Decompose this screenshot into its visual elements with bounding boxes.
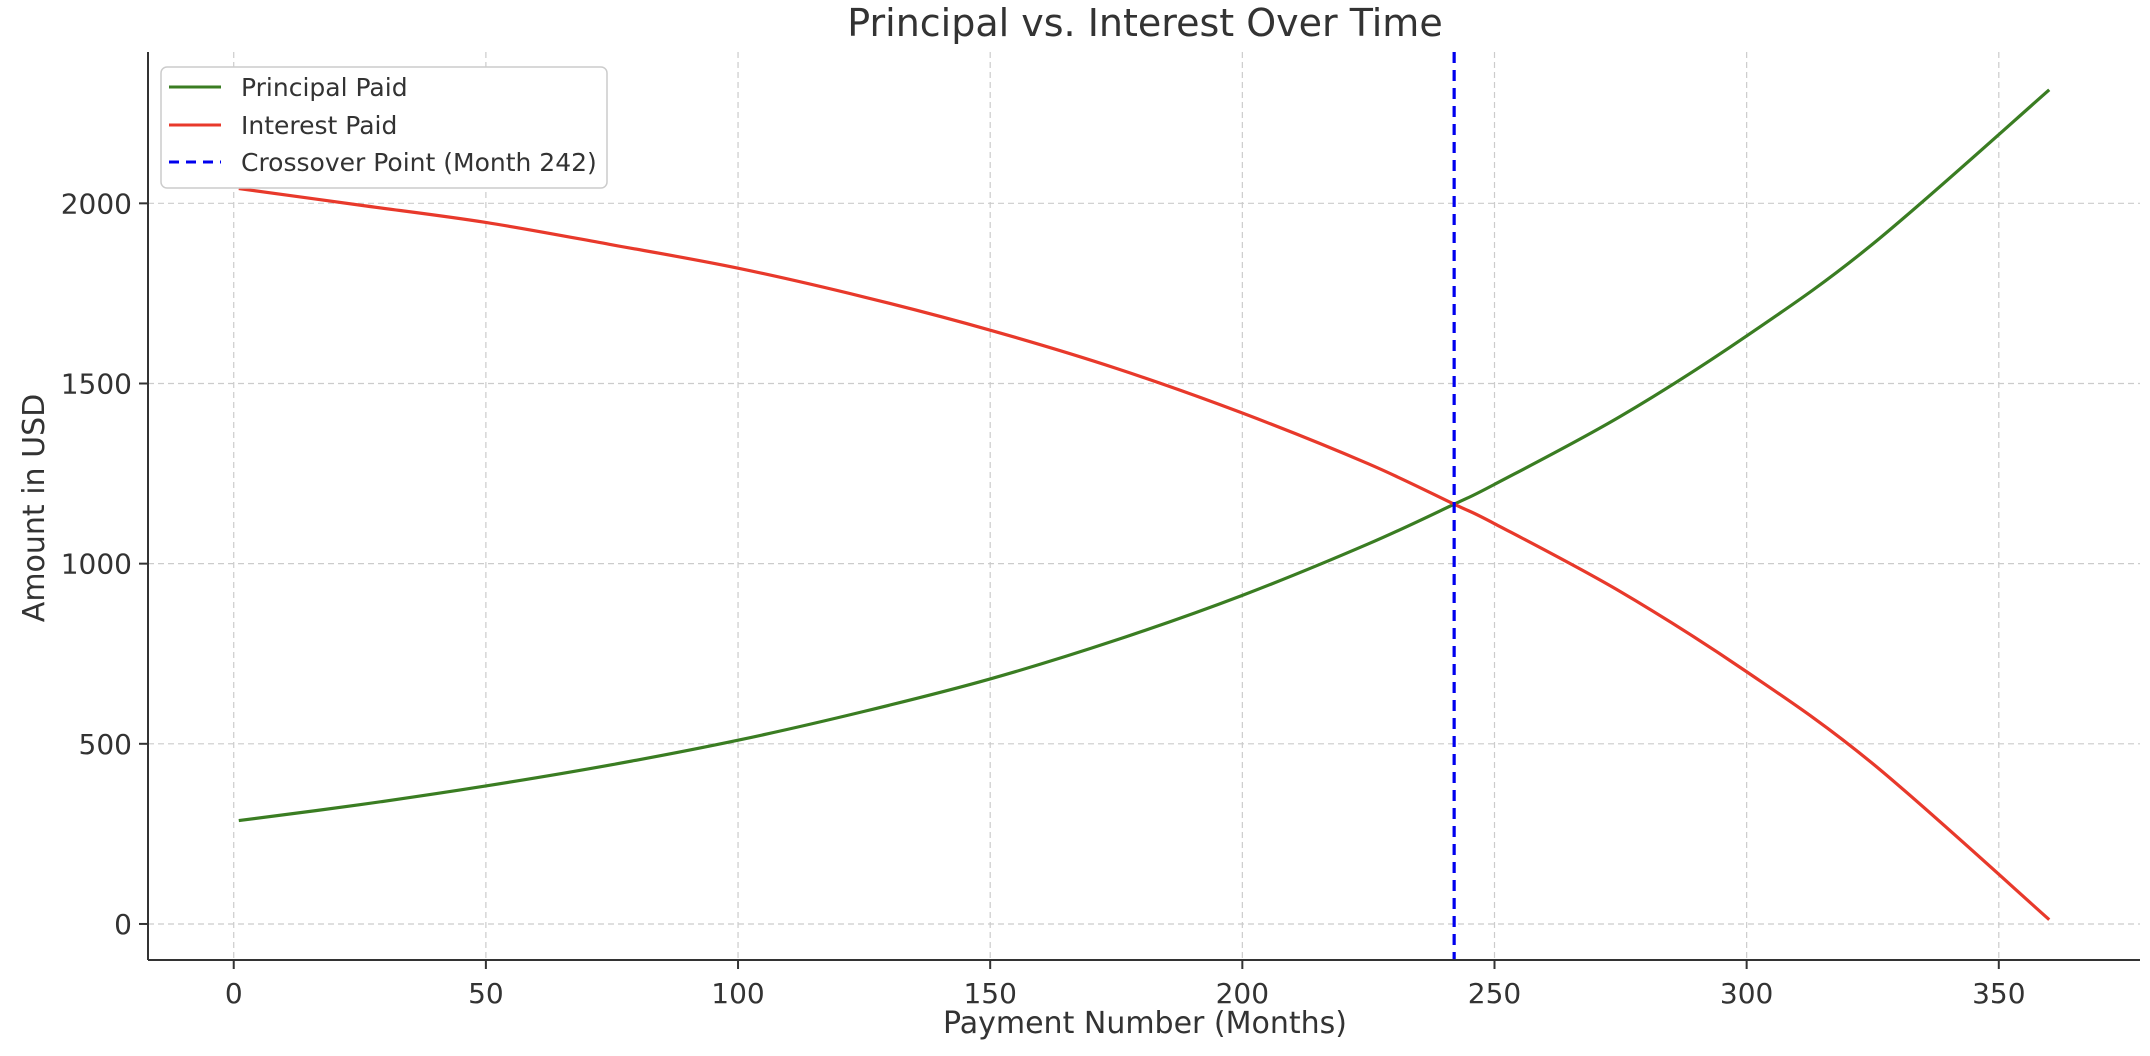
- chart-title: Principal vs. Interest Over Time: [847, 1, 1442, 45]
- x-axis-ticks: 0 50 100 150 200 250 300 350: [225, 960, 2026, 1010]
- grid: [148, 52, 2140, 960]
- x-tick-label: 300: [1720, 977, 1773, 1010]
- x-tick-label: 250: [1468, 977, 1521, 1010]
- x-tick-label: 150: [963, 977, 1016, 1010]
- y-tick-label: 1000: [61, 548, 132, 581]
- principal-paid-line: [238, 88, 2051, 823]
- legend: Principal Paid Interest Paid Crossover P…: [160, 66, 608, 189]
- y-axis-ticks: 0 500 1000 1500 2000: [61, 187, 148, 941]
- y-tick-label: 1500: [61, 367, 132, 400]
- legend-box: [160, 66, 608, 189]
- x-tick-label: 0: [225, 977, 243, 1010]
- interest-paid-line: [238, 186, 2051, 921]
- x-tick-label: 100: [711, 977, 764, 1010]
- legend-label-crossover: Crossover Point (Month 242): [241, 148, 597, 177]
- legend-label-principal: Principal Paid: [241, 73, 408, 102]
- x-tick-label: 50: [468, 977, 504, 1010]
- x-tick-label: 350: [1972, 977, 2025, 1010]
- legend-label-interest: Interest Paid: [241, 111, 397, 140]
- y-tick-label: 500: [79, 728, 132, 761]
- x-axis-label: Payment Number (Months): [943, 1006, 1347, 1041]
- x-tick-label: 200: [1216, 977, 1269, 1010]
- y-axis-label: Amount in USD: [17, 394, 52, 622]
- y-tick-label: 2000: [61, 187, 132, 220]
- y-tick-label: 0: [114, 908, 132, 941]
- series-lines: [238, 52, 2051, 960]
